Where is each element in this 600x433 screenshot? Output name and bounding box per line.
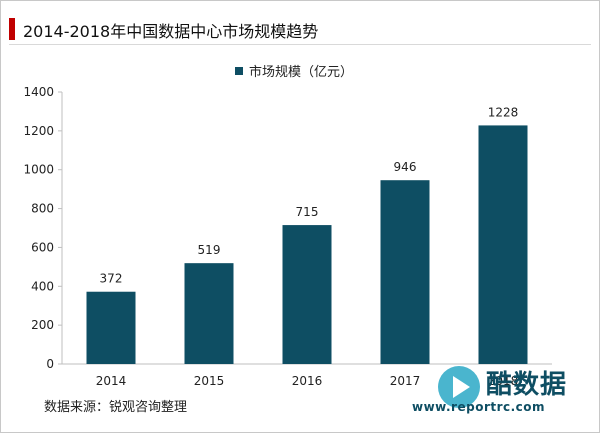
bar [380, 180, 430, 364]
y-tick-label: 800 [31, 202, 54, 216]
y-tick-label: 400 [31, 279, 54, 293]
y-tick-label: 1200 [23, 124, 54, 138]
y-tick-label: 1000 [23, 163, 54, 177]
x-tick-label: 2015 [194, 374, 225, 388]
data-label: 519 [198, 243, 221, 257]
bar [184, 263, 234, 364]
data-label: 372 [100, 272, 123, 286]
title-accent-bar [9, 18, 15, 40]
data-label: 715 [296, 205, 319, 219]
watermark-url: www.reportrc.com [412, 400, 546, 414]
x-tick-label: 2014 [96, 374, 127, 388]
watermark-brand: 酷数据 [486, 370, 568, 400]
x-tick-label: 2017 [390, 374, 421, 388]
bar [282, 225, 332, 364]
y-tick-label: 600 [31, 240, 54, 254]
data-label: 946 [394, 160, 417, 174]
x-tick-label: 2016 [292, 374, 323, 388]
y-tick-label: 0 [46, 357, 54, 371]
title-divider [9, 44, 591, 45]
legend-swatch [235, 66, 243, 75]
x-tick-label: 2018 [488, 374, 519, 388]
legend-label: 市场规模（亿元） [249, 65, 354, 80]
play-logo-icon [438, 366, 480, 408]
y-tick-label: 1400 [23, 85, 54, 99]
bar [86, 291, 136, 364]
chart-title: 2014-2018年中国数据中心市场规模趋势 [23, 22, 319, 41]
source-note: 数据来源：锐观咨询整理 [44, 400, 188, 415]
title-bar: 2014-2018年中国数据中心市场规模趋势 [1, 13, 599, 43]
y-tick-label: 200 [31, 318, 54, 332]
bar [478, 125, 528, 364]
legend: 市场规模（亿元） [235, 61, 353, 80]
data-label: 1228 [488, 105, 519, 119]
